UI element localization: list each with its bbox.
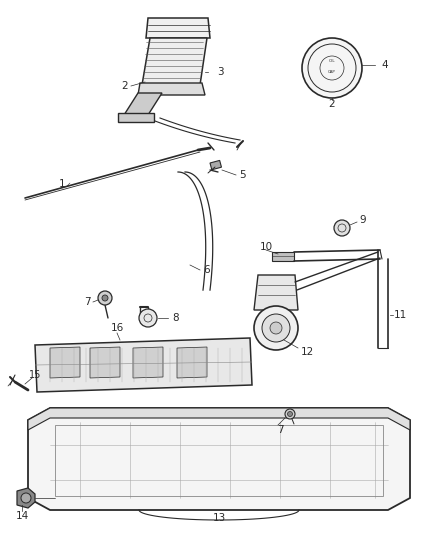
Circle shape [285, 409, 295, 419]
Text: 13: 13 [212, 513, 226, 523]
Polygon shape [177, 347, 207, 378]
Polygon shape [17, 488, 35, 508]
Polygon shape [142, 38, 207, 85]
Polygon shape [254, 275, 298, 310]
Text: OIL: OIL [328, 59, 336, 63]
Text: 10: 10 [259, 242, 272, 252]
Text: 4: 4 [381, 60, 389, 70]
Text: 6: 6 [204, 265, 210, 275]
Circle shape [102, 295, 108, 301]
Polygon shape [133, 347, 163, 378]
Text: 3: 3 [217, 67, 223, 77]
Polygon shape [90, 347, 120, 378]
Text: 8: 8 [173, 313, 179, 323]
Circle shape [334, 220, 350, 236]
Polygon shape [50, 347, 80, 378]
Polygon shape [124, 93, 162, 115]
Text: 15: 15 [29, 370, 41, 380]
Text: 5: 5 [240, 170, 246, 180]
Bar [210, 160, 222, 170]
Text: 16: 16 [110, 323, 124, 333]
Circle shape [270, 322, 282, 334]
Circle shape [262, 314, 290, 342]
Text: 2: 2 [328, 99, 336, 109]
Bar [272, 252, 294, 261]
Text: CAP: CAP [328, 70, 336, 74]
Text: 14: 14 [15, 511, 28, 521]
Polygon shape [146, 18, 210, 38]
Circle shape [139, 309, 157, 327]
Circle shape [98, 291, 112, 305]
Text: 9: 9 [360, 215, 366, 225]
Text: 1: 1 [59, 179, 65, 189]
Text: 7: 7 [277, 425, 283, 435]
Polygon shape [28, 408, 410, 510]
Circle shape [302, 38, 362, 98]
Polygon shape [118, 113, 154, 122]
Circle shape [254, 306, 298, 350]
Text: 7: 7 [84, 297, 90, 307]
Circle shape [21, 493, 31, 503]
Text: 2: 2 [122, 81, 128, 91]
Polygon shape [28, 408, 410, 430]
Polygon shape [138, 83, 205, 95]
Text: 12: 12 [300, 347, 314, 357]
Polygon shape [35, 338, 252, 392]
Circle shape [287, 411, 293, 416]
Text: 11: 11 [393, 310, 406, 320]
